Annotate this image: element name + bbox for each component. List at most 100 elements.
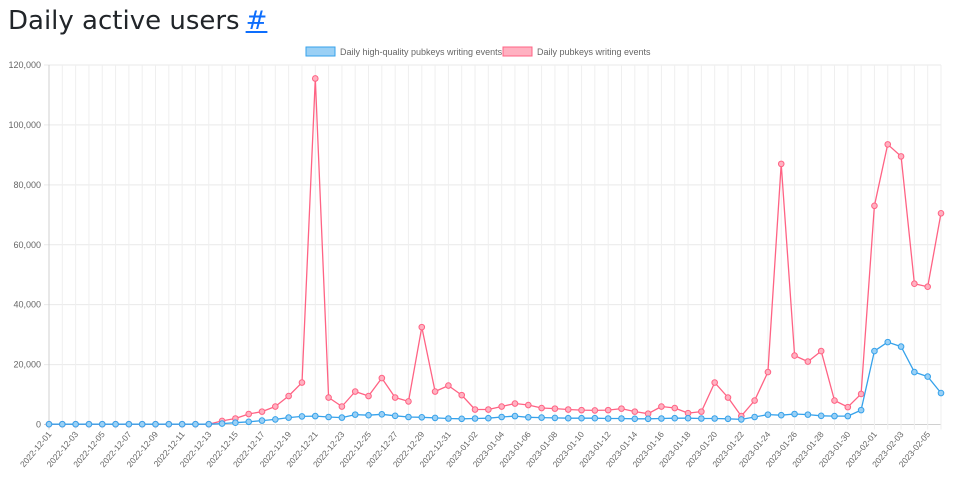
- y-tick-label: 0: [36, 420, 41, 430]
- y-tick-label: 80,000: [13, 180, 41, 190]
- data-point: [258, 417, 266, 424]
- data-point: [325, 413, 332, 421]
- data-point: [857, 390, 865, 398]
- data-point: [311, 412, 319, 420]
- data-point: [272, 416, 279, 423]
- data-point: [511, 400, 519, 407]
- data-point: [751, 397, 758, 404]
- data-point: [551, 405, 559, 412]
- data-point: [711, 379, 718, 386]
- chart-grid: [44, 64, 942, 430]
- data-point: [698, 415, 705, 422]
- data-point: [232, 419, 239, 427]
- data-point: [884, 141, 892, 148]
- y-tick-label: 60,000: [13, 240, 41, 250]
- data-point: [897, 153, 905, 160]
- data-point: [365, 411, 372, 419]
- data-point: [511, 412, 519, 420]
- chart-series: [45, 75, 945, 428]
- data-point: [737, 416, 745, 423]
- data-point: [338, 403, 346, 410]
- data-point: [751, 413, 758, 421]
- data-point: [378, 374, 386, 382]
- data-point: [711, 415, 718, 422]
- data-point: [604, 415, 612, 422]
- data-point: [205, 420, 213, 428]
- data-point: [431, 388, 439, 395]
- data-point: [458, 415, 466, 423]
- data-point: [831, 397, 838, 404]
- data-point: [471, 406, 479, 413]
- data-point: [165, 420, 173, 428]
- data-point: [777, 411, 785, 419]
- line-chart: Daily high-quality pubkeys writing event…: [8, 46, 945, 469]
- data-point: [498, 413, 505, 421]
- data-point: [112, 420, 119, 428]
- data-point: [98, 420, 106, 428]
- data-point: [618, 405, 625, 412]
- data-point: [351, 411, 359, 418]
- data-point: [804, 358, 812, 365]
- data-point: [138, 420, 146, 428]
- data-point: [831, 412, 838, 420]
- data-point: [578, 406, 585, 414]
- data-point: [871, 347, 878, 355]
- series-line: [49, 77, 942, 425]
- data-point: [698, 408, 705, 415]
- data-point: [618, 415, 625, 422]
- data-point: [604, 406, 612, 414]
- data-point: [777, 160, 785, 168]
- data-point: [365, 392, 372, 400]
- data-point: [591, 407, 599, 414]
- legend-swatch: [305, 46, 336, 57]
- data-point: [391, 412, 399, 420]
- data-point: [125, 420, 133, 428]
- data-point: [418, 414, 426, 421]
- data-point: [311, 75, 319, 82]
- data-point: [817, 347, 825, 355]
- y-tick-label: 100,000: [8, 120, 41, 130]
- page-title: Daily active users #: [8, 6, 267, 36]
- data-point: [325, 394, 332, 401]
- data-point: [884, 338, 892, 346]
- data-point: [59, 420, 66, 428]
- data-point: [844, 403, 852, 411]
- data-point: [524, 401, 532, 409]
- data-point: [591, 414, 599, 422]
- data-point: [937, 389, 945, 397]
- anchor-link[interactable]: #: [245, 6, 268, 36]
- data-point: [391, 394, 399, 401]
- data-point: [804, 411, 812, 418]
- data-point: [431, 414, 439, 422]
- data-point: [551, 414, 559, 422]
- data-point: [351, 388, 359, 395]
- data-point: [871, 202, 878, 210]
- data-point: [272, 403, 279, 410]
- data-point: [644, 415, 652, 423]
- legend-label: Daily pubkeys writing events: [537, 47, 651, 57]
- data-point: [631, 408, 639, 415]
- data-point: [245, 418, 253, 426]
- data-point: [924, 373, 931, 380]
- data-point: [285, 392, 292, 400]
- legend-label: Daily high-quality pubkeys writing event…: [340, 47, 503, 57]
- data-point: [538, 404, 545, 412]
- data-point: [911, 280, 918, 287]
- data-point: [937, 209, 945, 217]
- data-point: [524, 414, 532, 421]
- data-point: [258, 408, 266, 415]
- legend-swatch: [502, 46, 533, 57]
- page-title-text: Daily active users: [8, 6, 240, 36]
- data-point: [911, 368, 918, 376]
- data-point: [658, 403, 665, 410]
- data-point: [85, 420, 93, 428]
- y-axis: 0 20,000 40,000 60,000 80,000 100,000 120,000: [8, 60, 41, 430]
- data-point: [45, 420, 53, 428]
- data-point: [445, 415, 452, 422]
- data-point: [485, 406, 492, 413]
- data-point: [658, 415, 665, 422]
- data-point: [178, 420, 186, 428]
- data-point: [897, 343, 905, 350]
- data-point: [791, 410, 798, 418]
- data-point: [245, 410, 253, 418]
